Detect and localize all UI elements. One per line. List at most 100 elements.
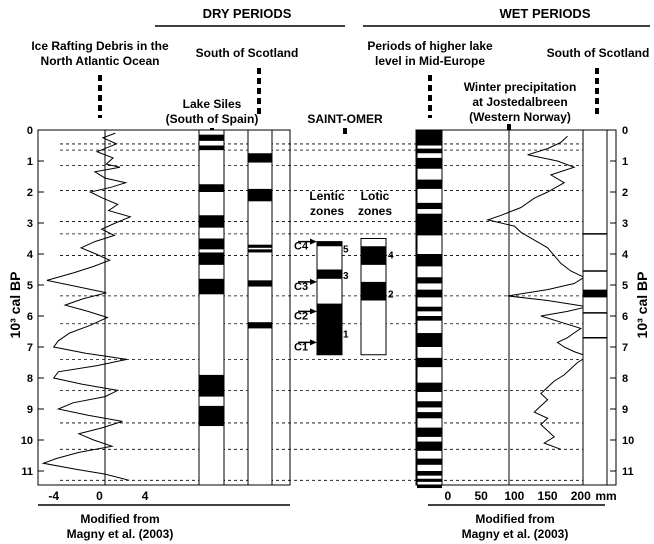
ird-tick-label: -4 bbox=[48, 489, 59, 503]
lake-siles-title-2: (South of Spain) bbox=[166, 112, 259, 126]
precip-tick-label: 100 bbox=[504, 489, 524, 503]
lake-siles-title-1: Lake Siles bbox=[183, 97, 242, 111]
y-axis-label-left: 10³ cal BP bbox=[7, 272, 23, 339]
y-tick-label-right: 6 bbox=[622, 311, 628, 323]
scotland-dry-frame bbox=[247, 129, 273, 486]
y-tick-label-left: 4 bbox=[27, 249, 34, 261]
mid-europe-column bbox=[416, 129, 443, 489]
ird-axis-ticks: -4 0 4 bbox=[48, 489, 148, 503]
y-tick-label-left: 3 bbox=[27, 218, 33, 230]
y-tick-label-left: 9 bbox=[27, 404, 33, 416]
dry-periods-label: DRY PERIODS bbox=[203, 6, 292, 21]
lentic-number: 3 bbox=[343, 271, 349, 282]
mid-europe-band bbox=[417, 458, 442, 465]
saint-omer-title: SAINT-OMER bbox=[307, 112, 383, 126]
lake-siles-band bbox=[199, 184, 224, 192]
mid-europe-band bbox=[417, 316, 442, 321]
lentic-number: 1 bbox=[343, 330, 349, 341]
precip-tick-label: 50 bbox=[474, 489, 488, 503]
scotland-right-title: South of Scotland bbox=[547, 46, 650, 60]
lake-siles-band bbox=[199, 238, 224, 250]
scotland-dry-band bbox=[248, 249, 272, 253]
mid-europe-band bbox=[417, 202, 442, 210]
precip-tick-label: 150 bbox=[538, 489, 558, 503]
scotland-dry-column bbox=[247, 129, 273, 486]
mid-europe-band bbox=[417, 179, 442, 189]
lotic-label-2: zones bbox=[358, 204, 392, 218]
lake-siles-band bbox=[199, 278, 224, 295]
lotic-label-1: Lotic bbox=[361, 189, 390, 203]
y-tick-label-right: 4 bbox=[622, 249, 629, 261]
lake-siles-frame bbox=[198, 129, 225, 486]
lake-siles-band bbox=[199, 405, 224, 427]
precip-axis-ticks: 0 50 100 150 200 mm bbox=[445, 489, 617, 503]
lentic-band bbox=[317, 269, 342, 279]
precip-title-2: at Jostedalbreen bbox=[472, 95, 567, 109]
mid-europe-band bbox=[417, 277, 442, 284]
mid-europe-title-1: Periods of higher lake bbox=[367, 39, 493, 53]
scotland-dry-band bbox=[248, 153, 272, 163]
credit-left-1: Modified from bbox=[80, 512, 159, 526]
mid-europe-band bbox=[417, 412, 442, 419]
saint-omer-zones: C4 C3 C2 C1 5 3 1 4 2 bbox=[294, 238, 394, 356]
y-tick-label-left: 6 bbox=[27, 311, 33, 323]
scotland-wet-band bbox=[583, 289, 607, 298]
y-tick-label-right: 9 bbox=[622, 404, 628, 416]
ird-tick-label: 0 bbox=[96, 489, 103, 503]
y-tick-label-right: 11 bbox=[622, 466, 634, 478]
mid-europe-band bbox=[417, 441, 442, 451]
c-label: C4 bbox=[294, 241, 309, 253]
c-arrow-head bbox=[310, 278, 317, 285]
scotland-dry-band bbox=[248, 244, 272, 248]
scotland-dry-band bbox=[248, 280, 272, 287]
mid-europe-band bbox=[417, 478, 442, 482]
scotland-dry-band bbox=[248, 188, 272, 202]
precip-tick-label: 200 bbox=[571, 489, 591, 503]
lake-siles-band bbox=[199, 215, 224, 228]
lotic-number: 4 bbox=[388, 251, 394, 262]
precip-tick-label: 0 bbox=[445, 489, 452, 503]
precip-tick-label: mm bbox=[595, 489, 616, 503]
y-tick-label-left: 5 bbox=[27, 280, 33, 292]
c-arrow-head bbox=[310, 308, 317, 315]
lotic-band bbox=[361, 246, 386, 265]
scotland-wet-frame bbox=[582, 129, 608, 486]
y-tick-label-left: 1 bbox=[27, 156, 33, 168]
lentic-label-2: zones bbox=[310, 204, 344, 218]
mid-europe-title-2: level in Mid-Europe bbox=[375, 54, 485, 68]
mid-europe-band bbox=[417, 130, 442, 146]
y-tick-label-right: 8 bbox=[622, 373, 628, 385]
mid-europe-band bbox=[417, 401, 442, 408]
credit-right-1: Modified from bbox=[475, 512, 554, 526]
lake-siles-band bbox=[199, 145, 224, 151]
lake-siles-band bbox=[199, 252, 224, 265]
scotland-dry-band bbox=[248, 322, 272, 329]
y-tick-label-right: 0 bbox=[622, 125, 628, 137]
y-tick-label-left: 7 bbox=[27, 342, 33, 354]
mid-europe-band bbox=[417, 484, 442, 489]
y-tick-label-right: 3 bbox=[622, 218, 628, 230]
c-label: C2 bbox=[294, 310, 308, 322]
precip-title-1: Winter precipitation bbox=[464, 80, 577, 94]
left-frame bbox=[37, 129, 291, 486]
lotic-number: 2 bbox=[388, 289, 394, 300]
y-axis-label-right: 10³ cal BP bbox=[634, 272, 650, 339]
lake-siles-column bbox=[198, 129, 225, 486]
y-tick-label-right: 1 bbox=[622, 156, 628, 168]
mid-europe-band bbox=[417, 254, 442, 267]
lentic-band bbox=[317, 241, 342, 247]
y-tick-label-right: 2 bbox=[622, 187, 628, 199]
mid-europe-band bbox=[417, 148, 442, 154]
ird-tick-label: 4 bbox=[142, 489, 149, 503]
y-tick-label-left: 0 bbox=[27, 125, 33, 137]
c-arrow-head bbox=[310, 339, 317, 346]
y-tick-label-right: 7 bbox=[622, 342, 628, 354]
credit-right-2: Magny et al. (2003) bbox=[462, 527, 569, 541]
y-tick-label-right: 10 bbox=[622, 435, 634, 447]
mid-europe-band bbox=[417, 382, 442, 392]
lake-siles-band bbox=[199, 374, 224, 397]
mid-europe-band bbox=[417, 213, 442, 236]
mid-europe-band bbox=[417, 427, 442, 437]
